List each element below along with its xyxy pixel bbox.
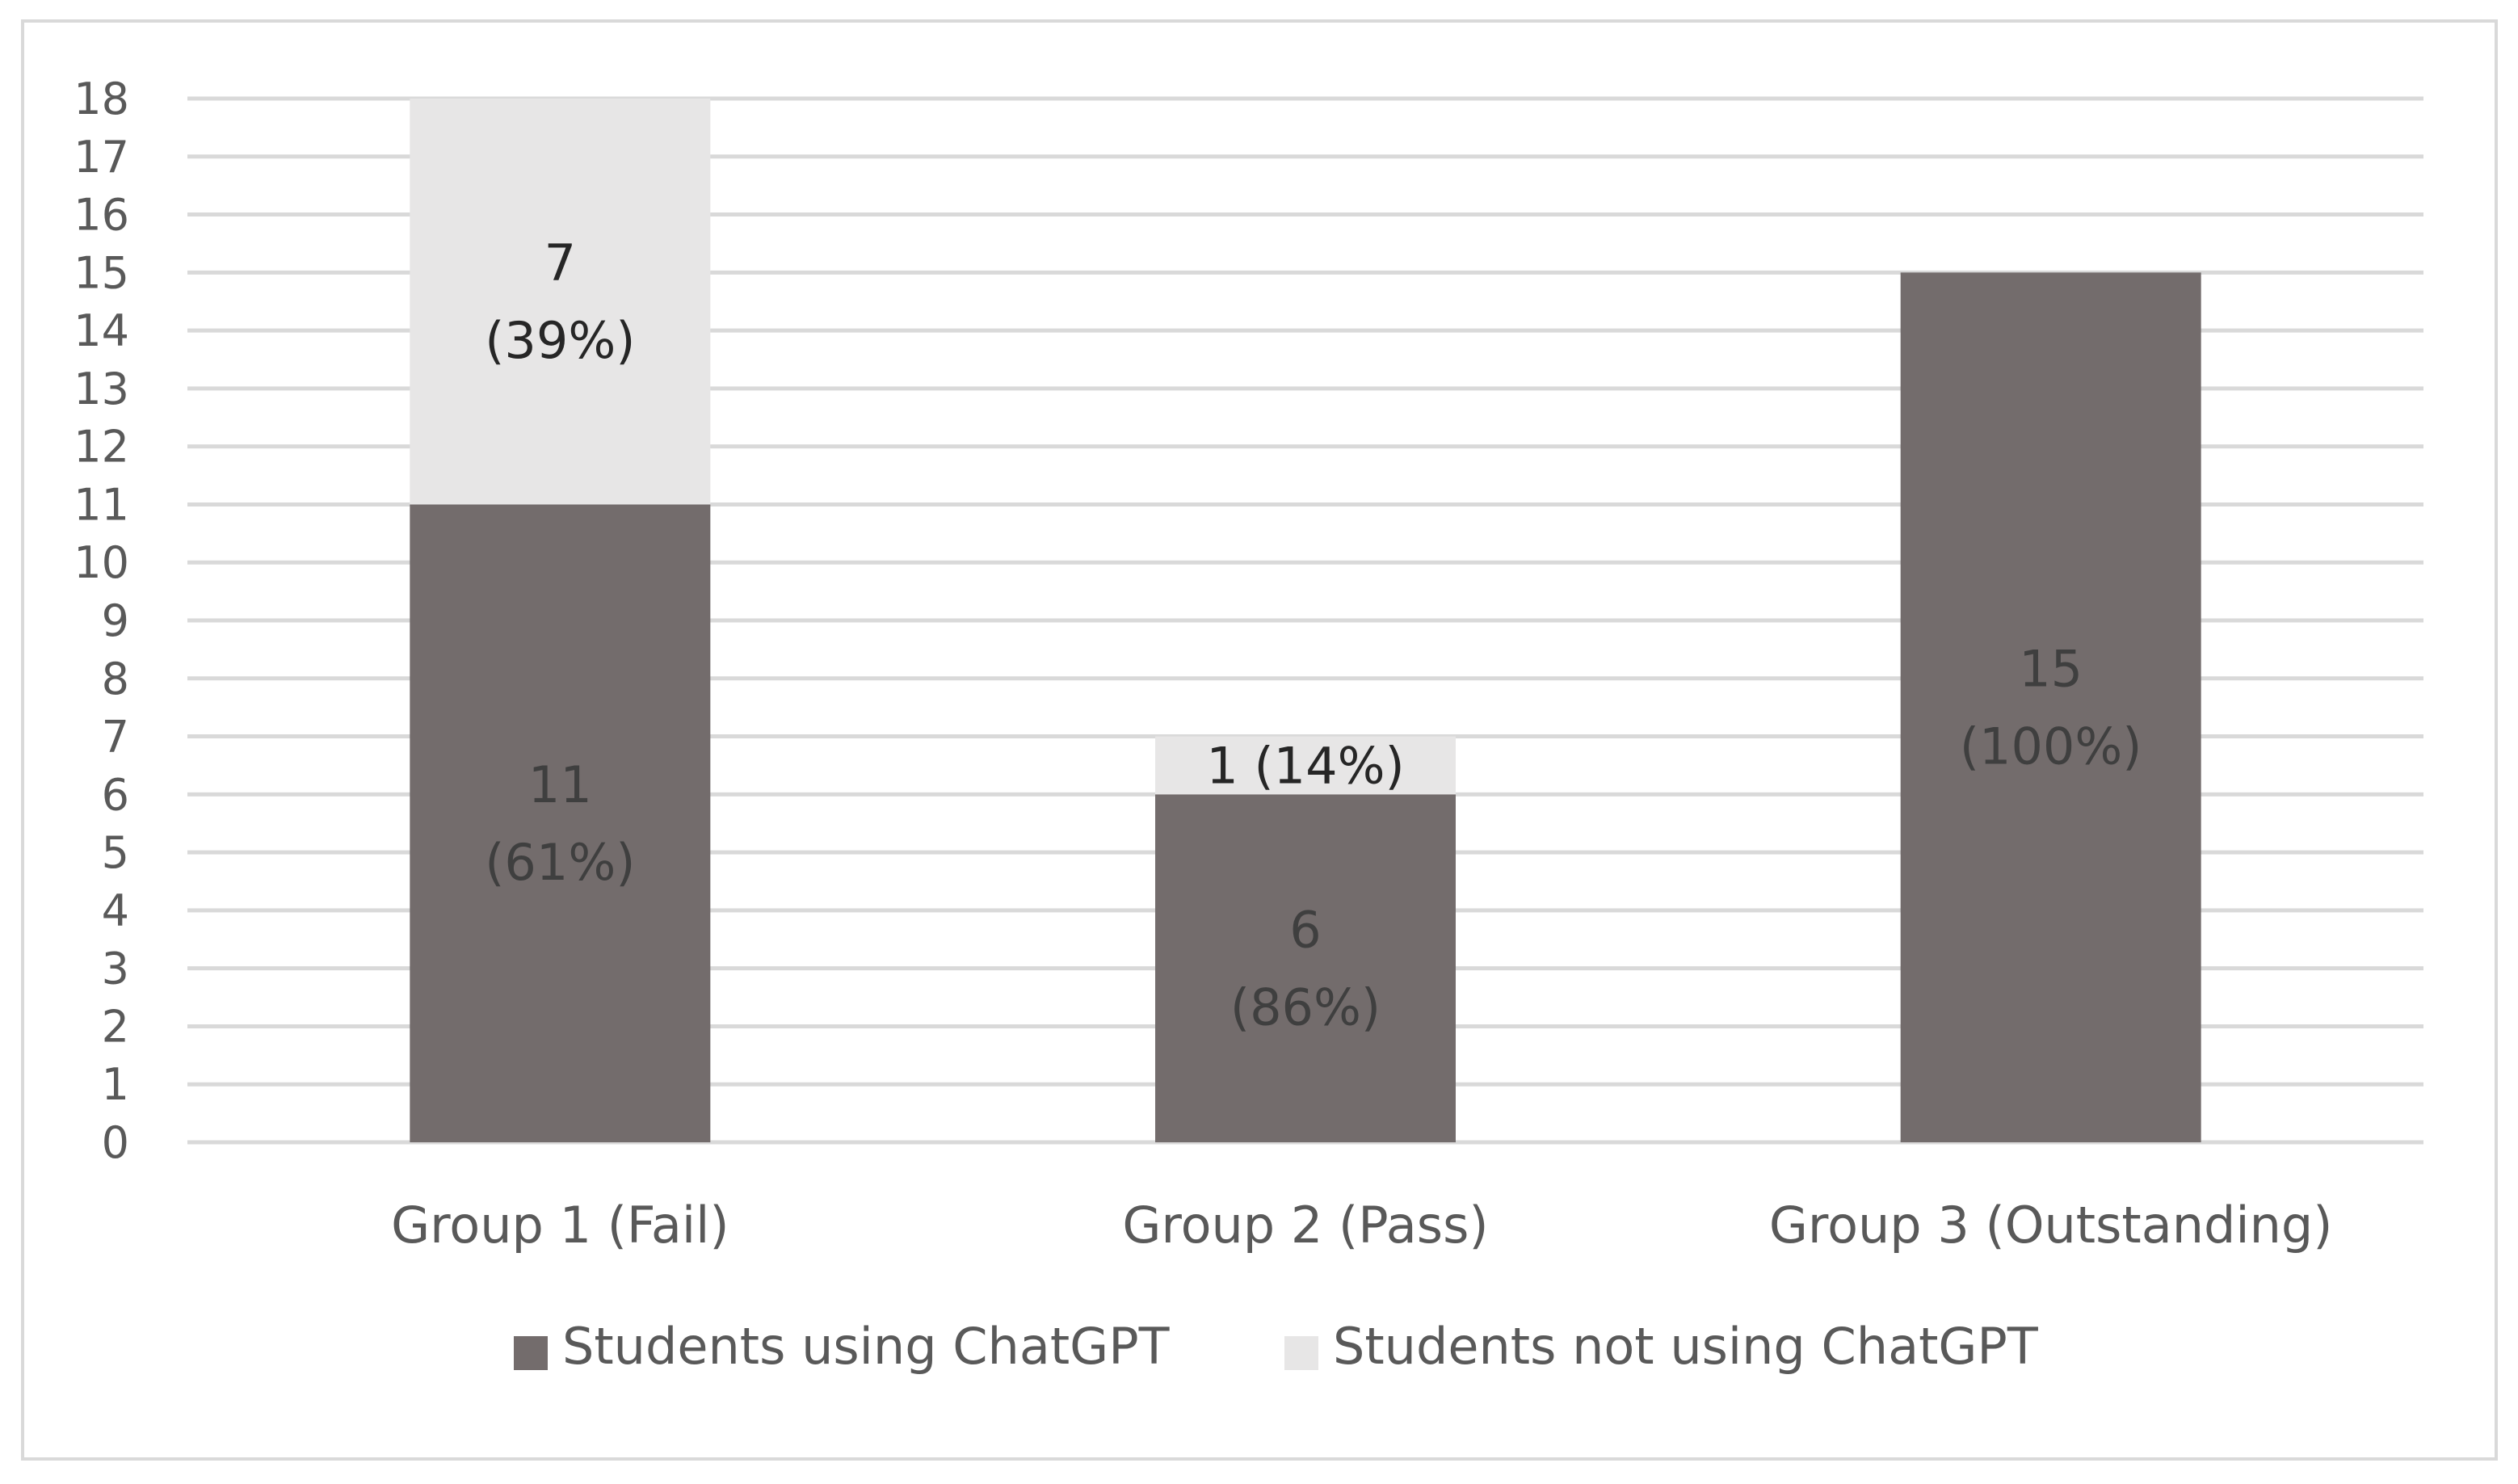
- y-tick-label-1: 1: [102, 1059, 129, 1110]
- bar-series-1-cat-0: [410, 99, 711, 505]
- legend-swatch-0: [514, 1336, 548, 1370]
- x-axis-categories: Group 1 (Fail) Group 2 (Pass) Group 3 (Out…: [391, 1196, 2332, 1255]
- legend: Students using ChatGPT Students not using…: [514, 1317, 2039, 1376]
- y-tick-label-8: 8: [102, 654, 129, 704]
- bar-series-1-cat-1: [1155, 736, 1456, 795]
- y-tick-label-2: 2: [102, 1001, 129, 1052]
- y-tick-label-7: 7: [102, 712, 129, 763]
- bar-series-0-cat-1: [1155, 794, 1456, 1142]
- y-tick-label-13: 13: [74, 364, 129, 414]
- data-label-series-1-cat-1-line-0: 1 (14%): [1206, 736, 1404, 795]
- y-tick-label-11: 11: [74, 479, 129, 530]
- y-tick-label-10: 10: [74, 537, 129, 588]
- data-label-series-0-cat-2-line-1: (100%): [1960, 717, 2142, 776]
- bar-series-0-cat-0: [410, 504, 711, 1142]
- x-category-label-1: Group 2 (Pass): [1122, 1196, 1488, 1255]
- y-tick-label-5: 5: [102, 827, 129, 878]
- y-tick-label-12: 12: [74, 422, 129, 473]
- y-tick-label-17: 17: [74, 132, 129, 183]
- y-tick-label-18: 18: [74, 74, 129, 124]
- y-tick-label-9: 9: [102, 595, 129, 646]
- y-tick-label-14: 14: [74, 305, 129, 356]
- y-tick-label-4: 4: [102, 885, 129, 936]
- y-tick-label-6: 6: [102, 769, 129, 820]
- x-category-label-0: Group 1 (Fail): [391, 1196, 729, 1255]
- data-label-series-1-cat-0-line-1: (39%): [485, 311, 635, 370]
- y-tick-label-16: 16: [74, 190, 129, 241]
- legend-swatch-1: [1284, 1336, 1318, 1370]
- legend-label-1: Students not using ChatGPT: [1333, 1317, 2039, 1376]
- bars: [410, 99, 2201, 1142]
- data-label-series-0-cat-1-line-0: 6: [1289, 901, 1321, 960]
- data-label-series-0-cat-0-line-0: 11: [528, 755, 592, 814]
- data-label-series-1-cat-0-line-0: 7: [544, 233, 576, 292]
- data-label-series-0-cat-0-line-1: (61%): [485, 833, 635, 892]
- x-category-label-2: Group 3 (Outstanding): [1769, 1196, 2333, 1255]
- y-tick-label-3: 3: [102, 944, 129, 994]
- data-label-series-0-cat-2-line-0: 15: [2019, 640, 2083, 699]
- bar-series-0-cat-2: [1900, 272, 2201, 1142]
- data-label-series-0-cat-1-line-1: (86%): [1230, 978, 1381, 1037]
- y-tick-label-0: 0: [102, 1117, 129, 1168]
- legend-label-0: Students using ChatGPT: [562, 1317, 1171, 1376]
- y-tick-label-15: 15: [74, 247, 129, 298]
- data-labels: 11 (61%) 6 (86%) 15 (100%) 7 (39%) 1 (14%): [485, 233, 2142, 1036]
